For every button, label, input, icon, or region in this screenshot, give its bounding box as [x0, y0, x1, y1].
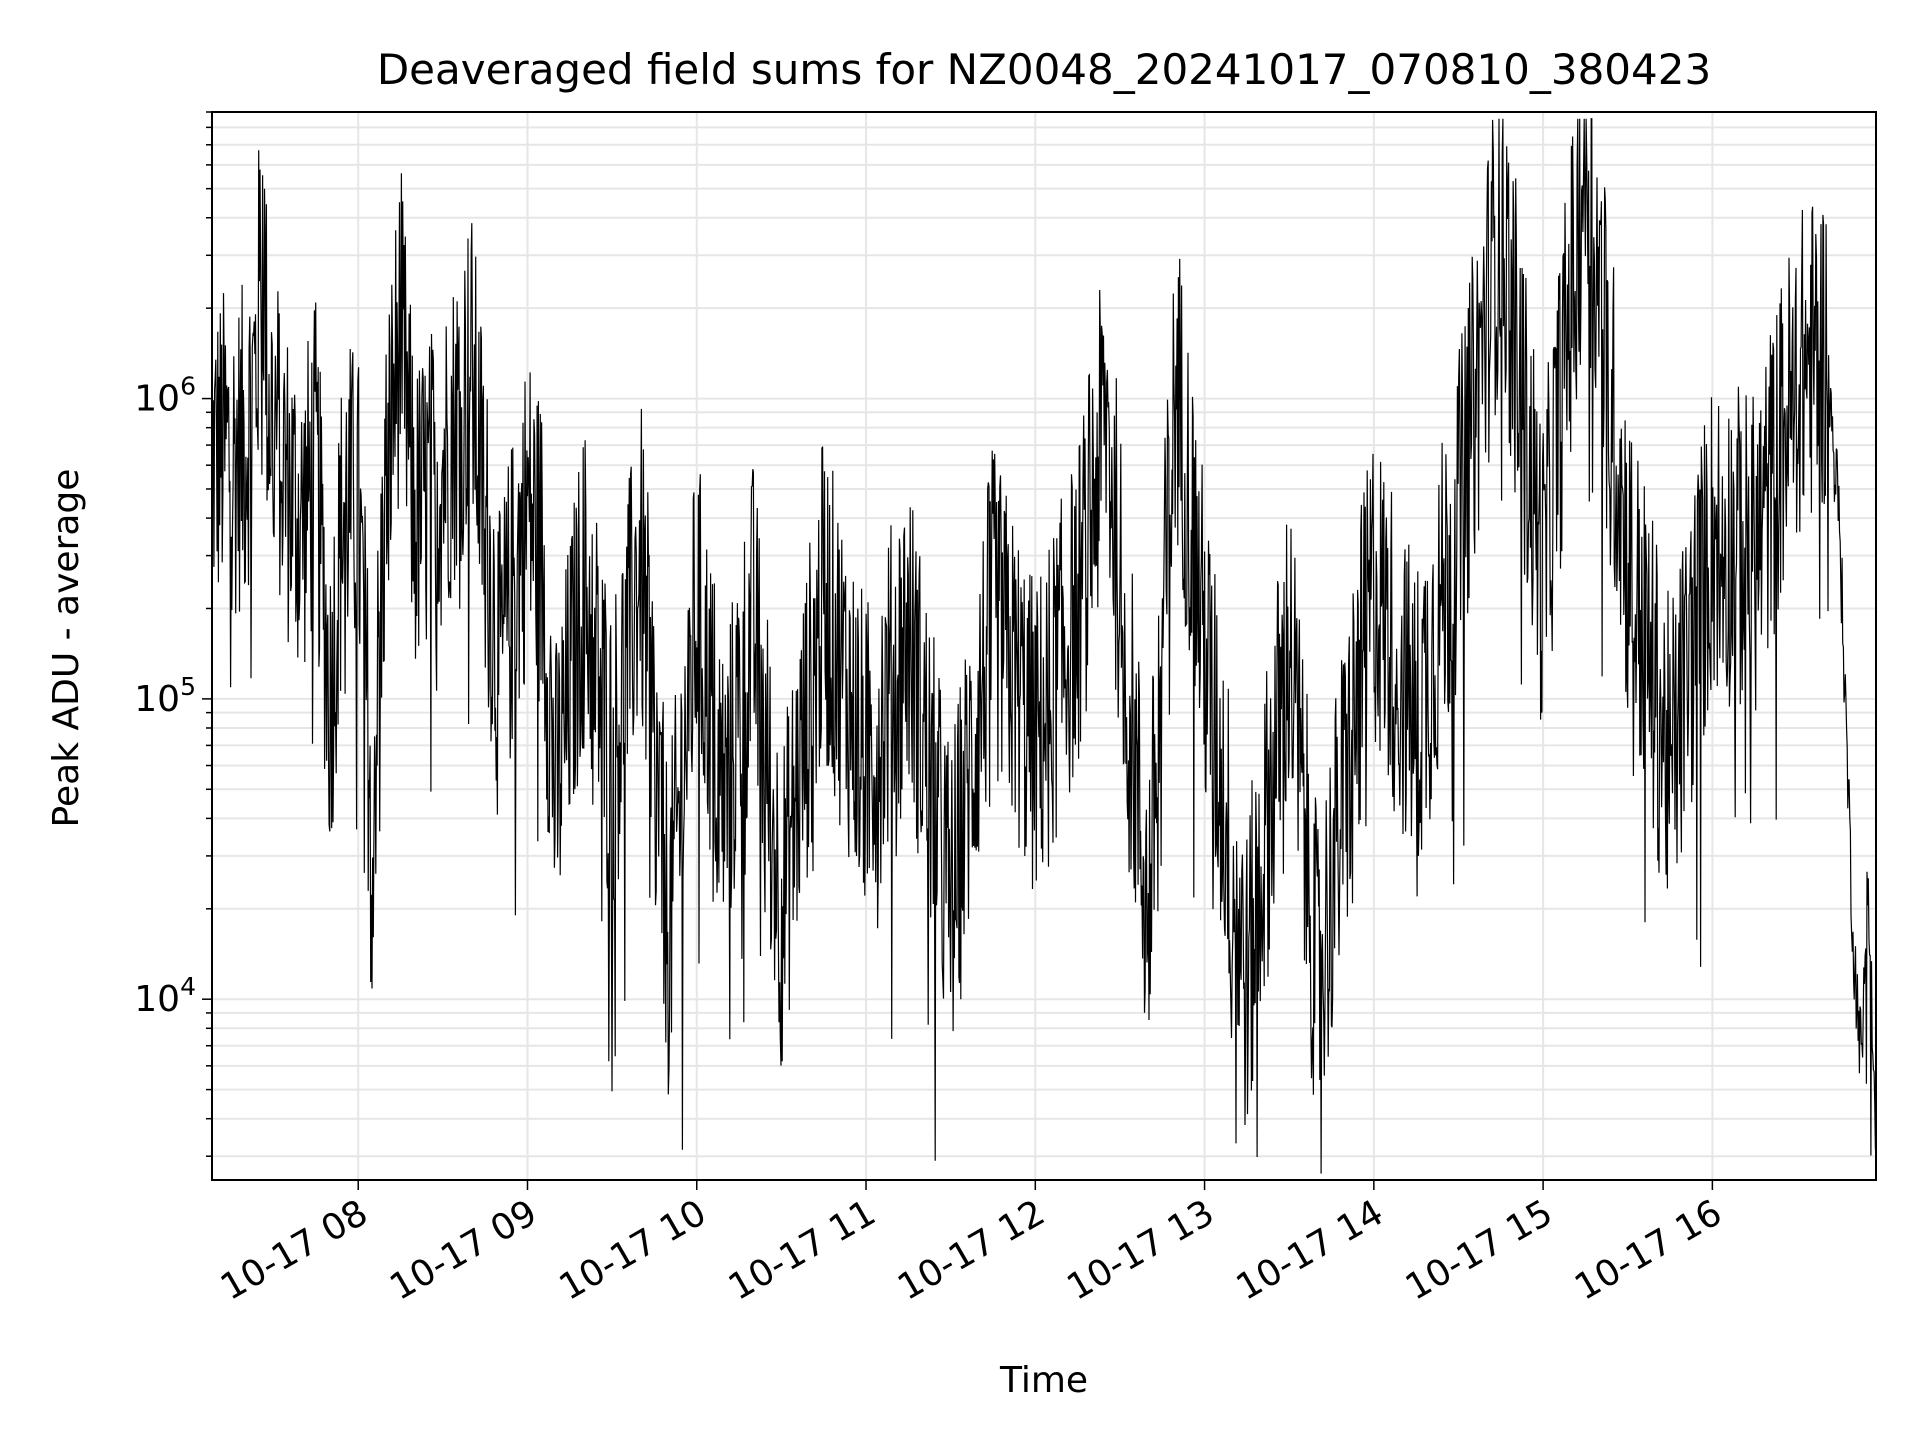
x-axis-label: Time: [999, 1360, 1088, 1401]
y-tick-label: 104: [134, 972, 196, 1020]
y-axis-label: Peak ADU - average: [46, 469, 87, 828]
axes-frame: [211, 111, 1877, 1181]
chart-title: Deaveraged field sums for NZ0048_2024101…: [377, 45, 1711, 94]
grid: [212, 111, 1876, 1180]
y-tick-label: 106: [134, 372, 196, 420]
y-tick-label: 105: [134, 672, 196, 720]
